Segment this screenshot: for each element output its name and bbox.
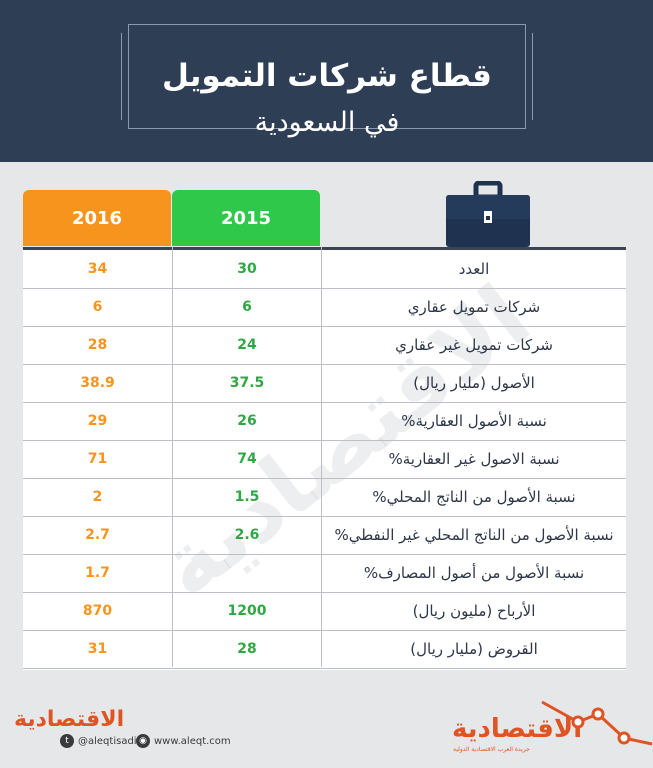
row-label: القروض (مليار ريال) bbox=[410, 640, 538, 658]
row-label: الأصول (مليار ريال) bbox=[413, 374, 535, 392]
value-2016: 38.9 bbox=[80, 375, 115, 391]
value-2015: 2.6 bbox=[234, 527, 260, 543]
value-2015: 74 bbox=[237, 451, 257, 467]
value-2015: 24 bbox=[237, 337, 257, 353]
footer: الاقتصادية t @aleqtisadiah ◉ www.aleqt.c… bbox=[0, 690, 653, 768]
table-row: 29 26 نسبة الأصول العقارية% bbox=[23, 402, 626, 441]
page-subtitle: في السعودية bbox=[254, 107, 400, 138]
value-2016: 28 bbox=[87, 337, 108, 353]
row-label: نسبة الأصول من الناتج المحلي% bbox=[372, 488, 576, 506]
table-row: 31 28 القروض (مليار ريال) bbox=[23, 630, 626, 669]
row-label: نسبة الأصول من الناتج المحلي غير النفطي% bbox=[334, 526, 614, 544]
value-2016: 1.7 bbox=[85, 565, 110, 581]
briefcase-icon bbox=[446, 181, 530, 247]
value-2015: 37.5 bbox=[229, 375, 265, 391]
brand-logo-right: الاقتصادية bbox=[452, 714, 583, 744]
brand-logo-left: الاقتصادية bbox=[14, 707, 125, 732]
row-label: نسبة الاصول غير العقارية% bbox=[388, 450, 560, 468]
value-2016: 6 bbox=[92, 299, 103, 315]
value-2016: 2 bbox=[92, 489, 103, 505]
column-header-2015: 2015 bbox=[172, 190, 320, 246]
row-label: شركات تمويل عقاري bbox=[407, 298, 541, 316]
table-row: 34 30 العدد bbox=[23, 250, 626, 289]
column-divider bbox=[172, 247, 173, 667]
value-2016: 29 bbox=[87, 413, 108, 429]
table-row: 71 74 نسبة الاصول غير العقارية% bbox=[23, 440, 626, 479]
value-2016: 34 bbox=[87, 261, 108, 277]
website-text: www.aleqt.com bbox=[154, 735, 231, 747]
title-frame: قطاع شركات التمويل في السعودية bbox=[121, 24, 533, 136]
table-row: 28 24 شركات تمويل غير عقاري bbox=[23, 326, 626, 365]
value-2015: 26 bbox=[237, 413, 257, 429]
row-label: العدد bbox=[458, 260, 490, 278]
web-icon: ◉ bbox=[136, 734, 150, 748]
table-row: 38.9 37.5 الأصول (مليار ريال) bbox=[23, 364, 626, 403]
value-2015: 6 bbox=[242, 299, 252, 315]
website-link[interactable]: ◉ www.aleqt.com bbox=[136, 734, 231, 748]
trend-line-icon bbox=[541, 700, 653, 746]
table-row: 2 1.5 نسبة الأصول من الناتج المحلي% bbox=[23, 478, 626, 517]
value-2016: 31 bbox=[87, 641, 108, 657]
table-row: 1.7 نسبة الأصول من أصول المصارف% bbox=[23, 554, 626, 593]
brand-tagline: جريدة العرب الاقتصادية الدولية bbox=[453, 746, 530, 753]
column-header-2016: 2016 bbox=[23, 190, 171, 246]
value-2015 bbox=[172, 554, 322, 592]
row-label: نسبة الأصول من أصول المصارف% bbox=[363, 564, 585, 582]
value-2016: 71 bbox=[87, 451, 108, 467]
column-divider bbox=[321, 247, 322, 667]
row-label: الأرباح (مليون ريال) bbox=[412, 602, 536, 620]
value-2015: 1200 bbox=[227, 603, 267, 619]
table-row: 870 1200 الأرباح (مليون ريال) bbox=[23, 592, 626, 631]
twitter-handle[interactable]: t @aleqtisadiah bbox=[60, 734, 149, 748]
row-label: نسبة الأصول العقارية% bbox=[401, 412, 547, 430]
value-2015: 30 bbox=[237, 261, 257, 277]
header-banner: قطاع شركات التمويل في السعودية bbox=[0, 0, 653, 162]
value-2016: 870 bbox=[82, 603, 113, 619]
twitter-handle-text: @aleqtisadiah bbox=[78, 735, 150, 747]
table-row: 2.7 2.6 نسبة الأصول من الناتج المحلي غير ا… bbox=[23, 516, 626, 555]
value-2016: 2.7 bbox=[85, 527, 110, 543]
value-2015: 1.5 bbox=[234, 489, 260, 505]
twitter-icon: t bbox=[60, 734, 74, 748]
table-row: 6 6 شركات تمويل عقاري bbox=[23, 288, 626, 327]
row-label: شركات تمويل غير عقاري bbox=[395, 336, 553, 354]
page-title: قطاع شركات التمويل bbox=[162, 58, 492, 94]
value-2015: 28 bbox=[237, 641, 257, 657]
data-table: الاقتصادية 34 30 العدد 6 6 شركات تمويل عقاري 2… bbox=[23, 247, 626, 670]
